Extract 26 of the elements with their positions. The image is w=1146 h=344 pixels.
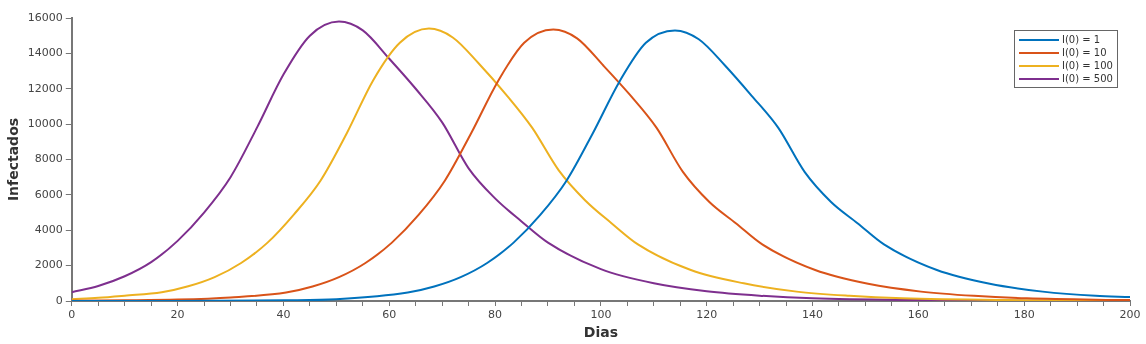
x-tick-label: 80 [488, 308, 503, 322]
y-tick-label: 0 [55, 293, 63, 307]
legend-label: I(0) = 10 [1062, 46, 1107, 59]
y-tick-label: 4000 [34, 223, 63, 237]
y-tick-label: 6000 [34, 187, 63, 201]
legend-label: I(0) = 1 [1062, 33, 1101, 46]
x-tick-label: 40 [276, 308, 291, 322]
x-tick-label: 160 [907, 308, 929, 322]
x-tick-label: 60 [382, 308, 397, 322]
legend-label: I(0) = 100 [1062, 59, 1113, 72]
x-tick-label: 200 [1119, 308, 1141, 322]
y-tick-label: 8000 [34, 152, 63, 166]
y-tick-label: 12000 [27, 81, 63, 95]
x-tick-label: 120 [696, 308, 718, 322]
y-tick-label: 10000 [27, 116, 63, 130]
y-tick-label: 14000 [27, 46, 63, 60]
x-tick-label: 140 [802, 308, 824, 322]
x-tick-label: 20 [170, 308, 185, 322]
x-tick-label: 0 [68, 308, 76, 322]
x-tick-label: 180 [1013, 308, 1035, 322]
x-axis-title: Dias [583, 324, 618, 341]
y-tick-label: 2000 [34, 258, 63, 272]
y-axis-title: Infectados [5, 117, 22, 202]
legend-label: I(0) = 500 [1062, 72, 1113, 85]
x-tick-label: 100 [590, 308, 612, 322]
y-tick-label: 16000 [27, 10, 63, 24]
